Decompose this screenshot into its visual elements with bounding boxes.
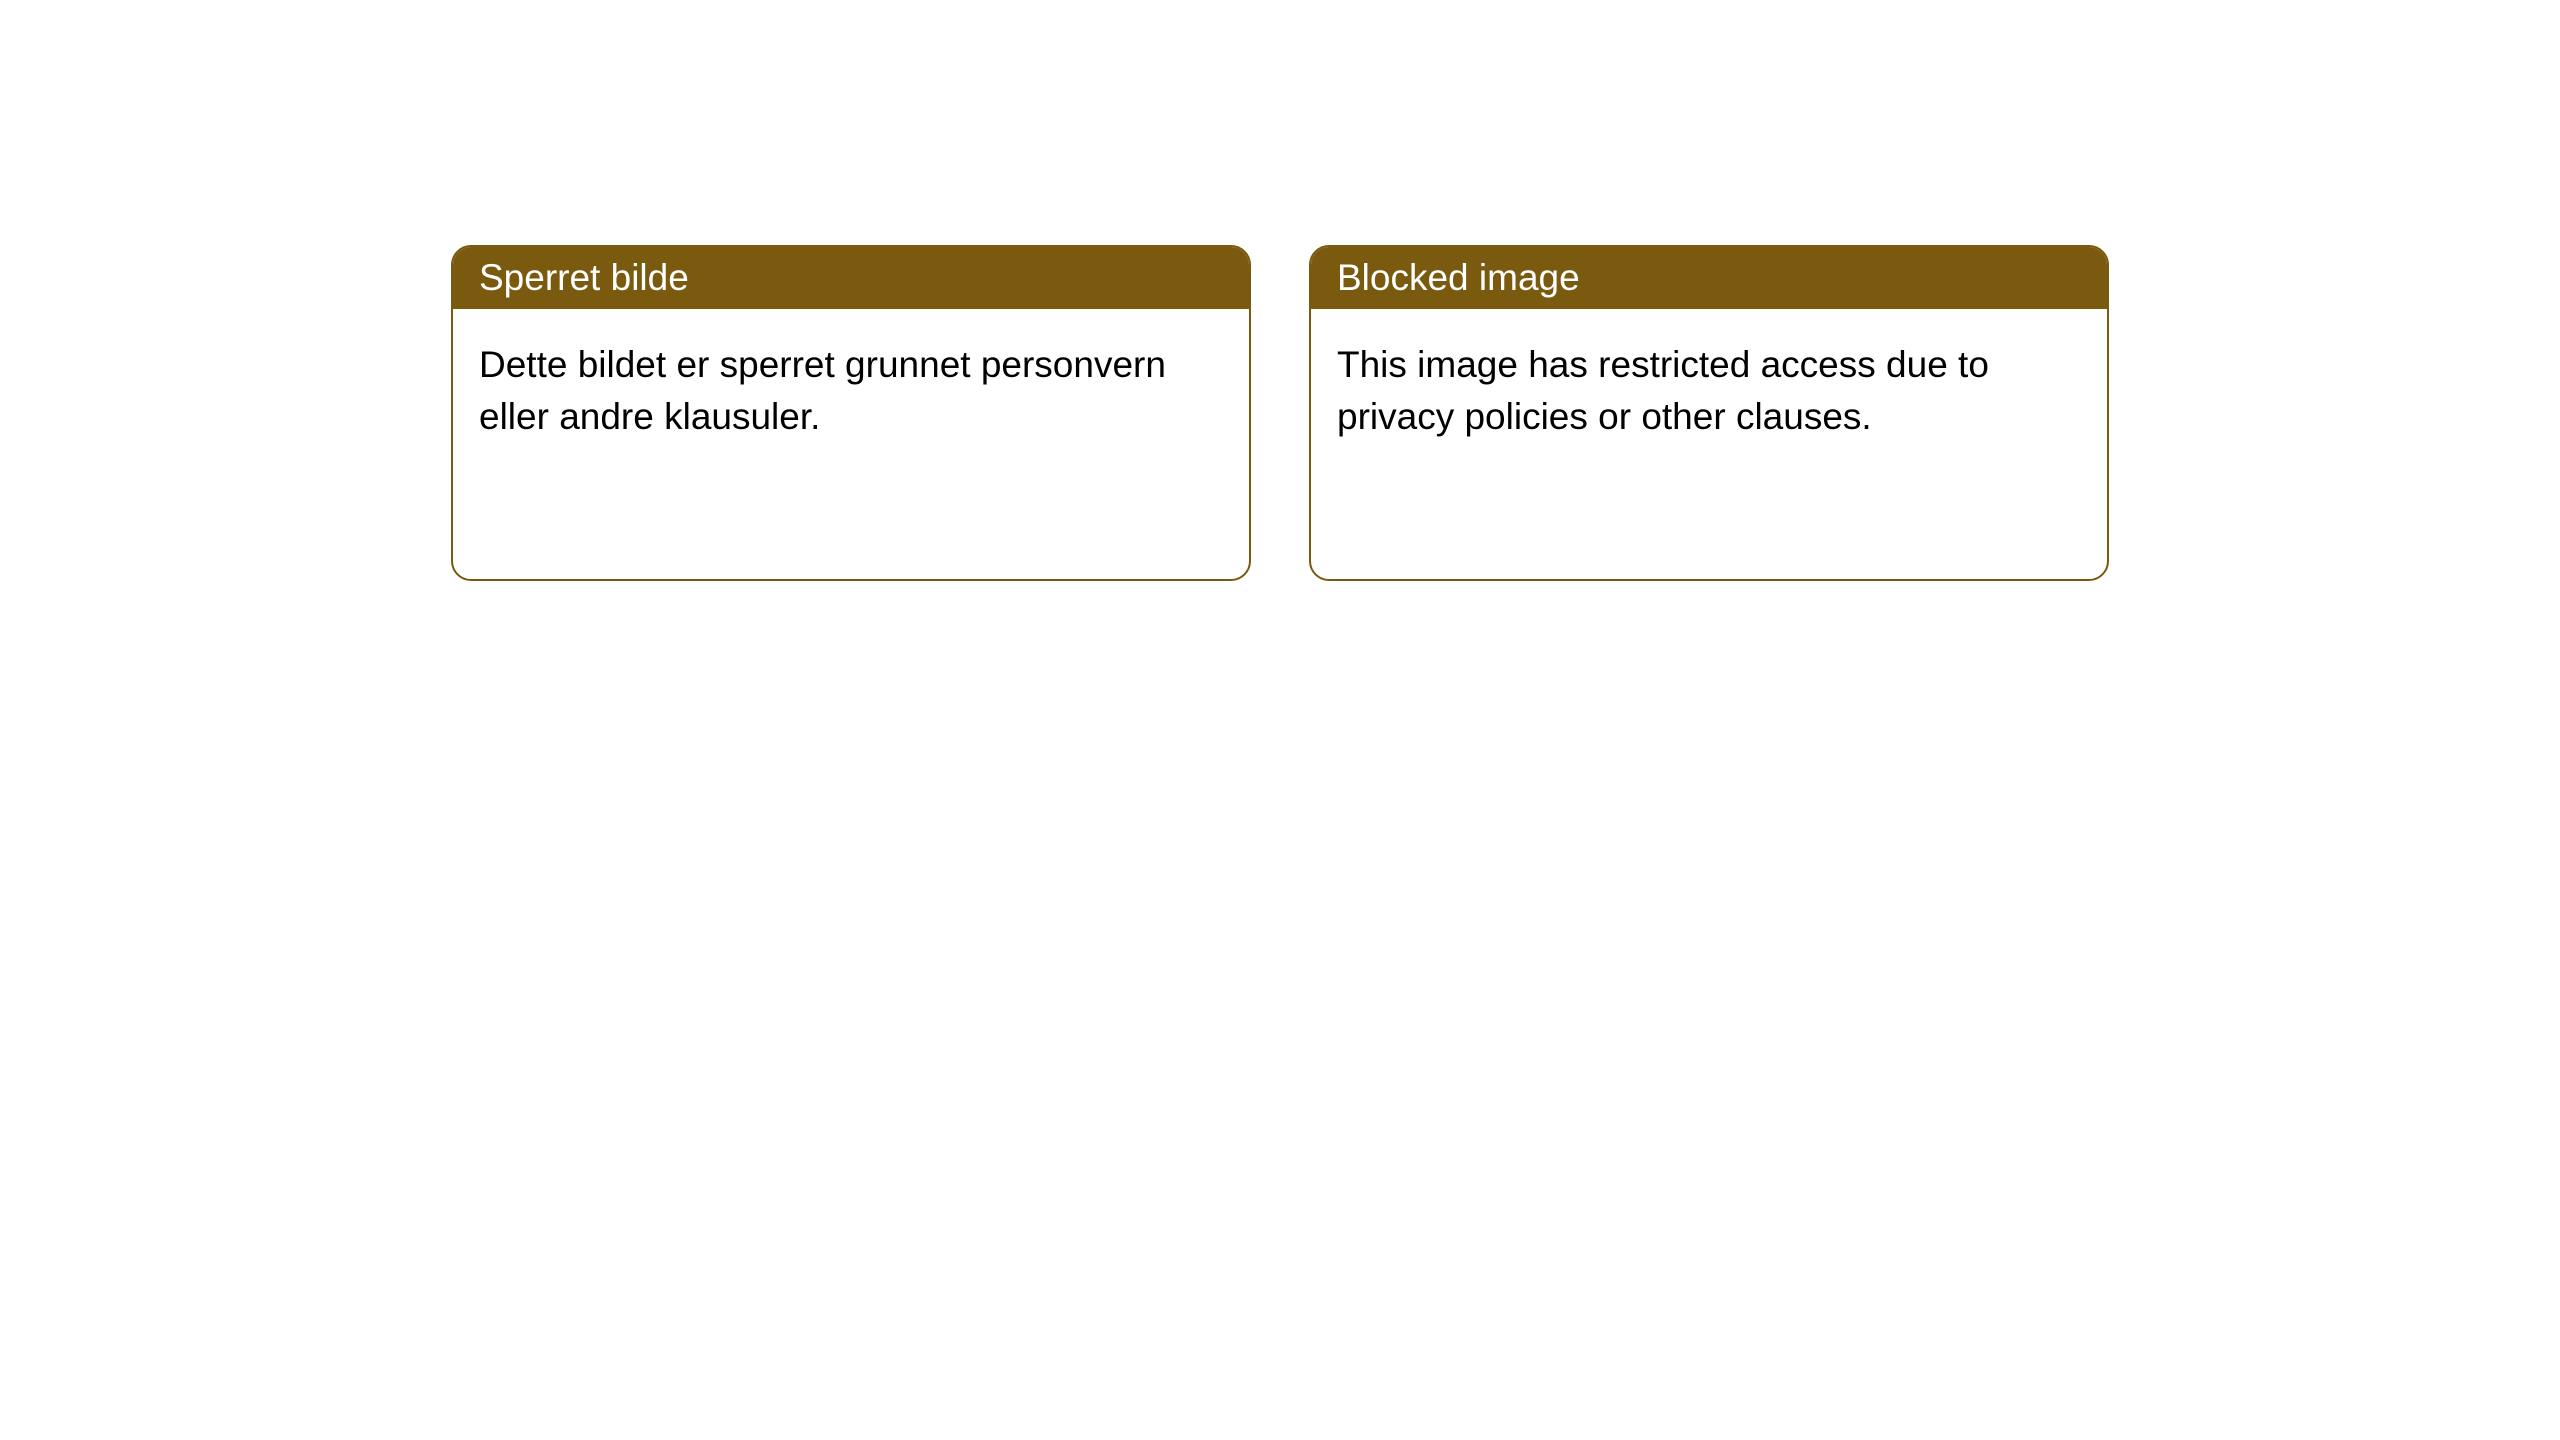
card-body: Dette bildet er sperret grunnet personve… (453, 309, 1249, 473)
blocked-image-cards: Sperret bilde Dette bildet er sperret gr… (451, 245, 2109, 581)
card-title: Blocked image (1311, 247, 2107, 309)
card-norwegian: Sperret bilde Dette bildet er sperret gr… (451, 245, 1251, 581)
card-english: Blocked image This image has restricted … (1309, 245, 2109, 581)
card-body: This image has restricted access due to … (1311, 309, 2107, 473)
card-title: Sperret bilde (453, 247, 1249, 309)
